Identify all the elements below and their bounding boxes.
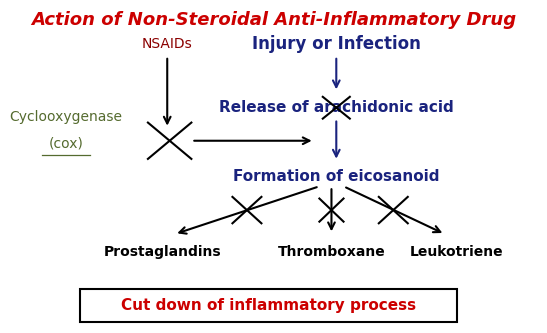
- Text: Thromboxane: Thromboxane: [277, 245, 385, 259]
- Text: Prostaglandins: Prostaglandins: [103, 245, 221, 259]
- Text: Action of Non-Steroidal Anti-Inflammatory Drug: Action of Non-Steroidal Anti-Inflammator…: [31, 11, 516, 29]
- Text: (cox): (cox): [48, 137, 83, 151]
- Text: Cut down of inflammatory process: Cut down of inflammatory process: [121, 298, 416, 313]
- Text: Formation of eicosanoid: Formation of eicosanoid: [233, 169, 440, 184]
- Text: Cyclooxygenase: Cyclooxygenase: [9, 110, 123, 124]
- FancyBboxPatch shape: [80, 289, 457, 322]
- Text: Release of arachidonic acid: Release of arachidonic acid: [219, 100, 453, 115]
- Text: Injury or Infection: Injury or Infection: [252, 35, 421, 53]
- Text: NSAIDs: NSAIDs: [142, 37, 193, 51]
- Text: Leukotriene: Leukotriene: [410, 245, 504, 259]
